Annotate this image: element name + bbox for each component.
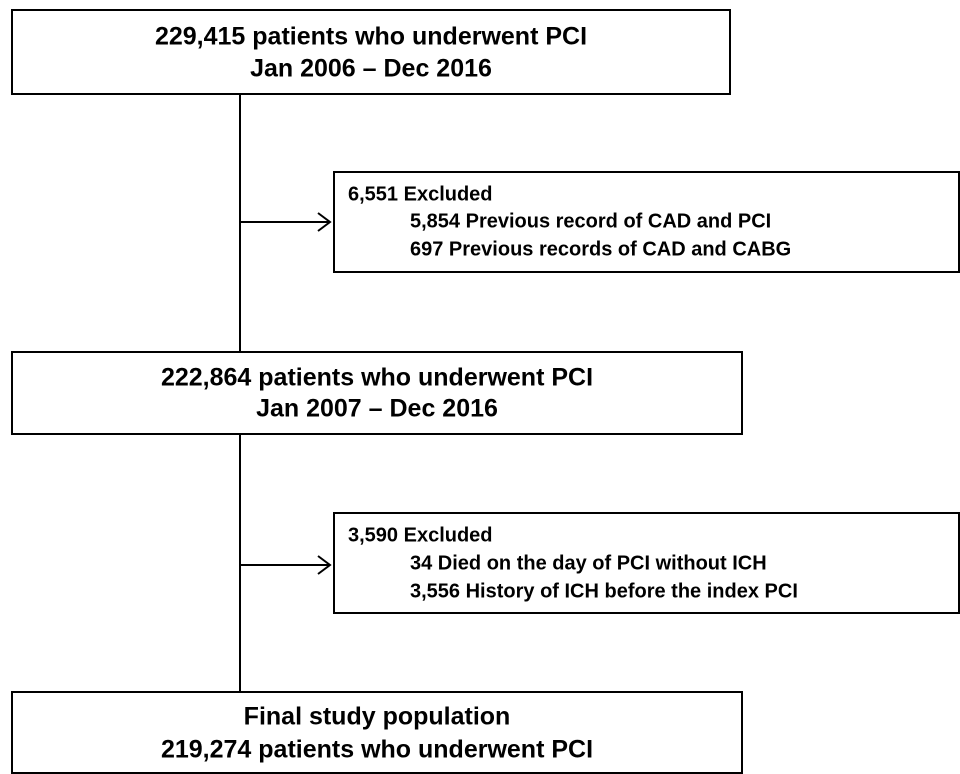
box-text: Jan 2007 – Dec 2016	[256, 395, 498, 423]
exclusion-title: 3,590 Excluded	[348, 524, 493, 546]
exclusion-item: 3,556 History of ICH before the index PC…	[410, 580, 798, 602]
box-text: 222,864 patients who underwent PCI	[161, 364, 593, 392]
arrow-head	[317, 212, 332, 232]
arrow-head	[317, 555, 332, 575]
box	[11, 351, 743, 435]
exclusion-item: 697 Previous records of CAD and CABG	[410, 238, 791, 260]
box-text: Jan 2006 – Dec 2016	[250, 55, 492, 83]
exclusion-box	[333, 171, 960, 273]
exclusion-item: 34 Died on the day of PCI without ICH	[410, 552, 767, 574]
box-text: Final study population	[244, 703, 511, 731]
box-text: 219,274 patients who underwent PCI	[161, 736, 593, 764]
box-text: 229,415 patients who underwent PCI	[155, 23, 587, 51]
exclusion-box	[333, 512, 960, 614]
box	[11, 691, 743, 774]
exclusion-title: 6,551 Excluded	[348, 183, 493, 205]
exclusion-item: 5,854 Previous record of CAD and PCI	[410, 210, 771, 232]
box	[11, 9, 731, 95]
